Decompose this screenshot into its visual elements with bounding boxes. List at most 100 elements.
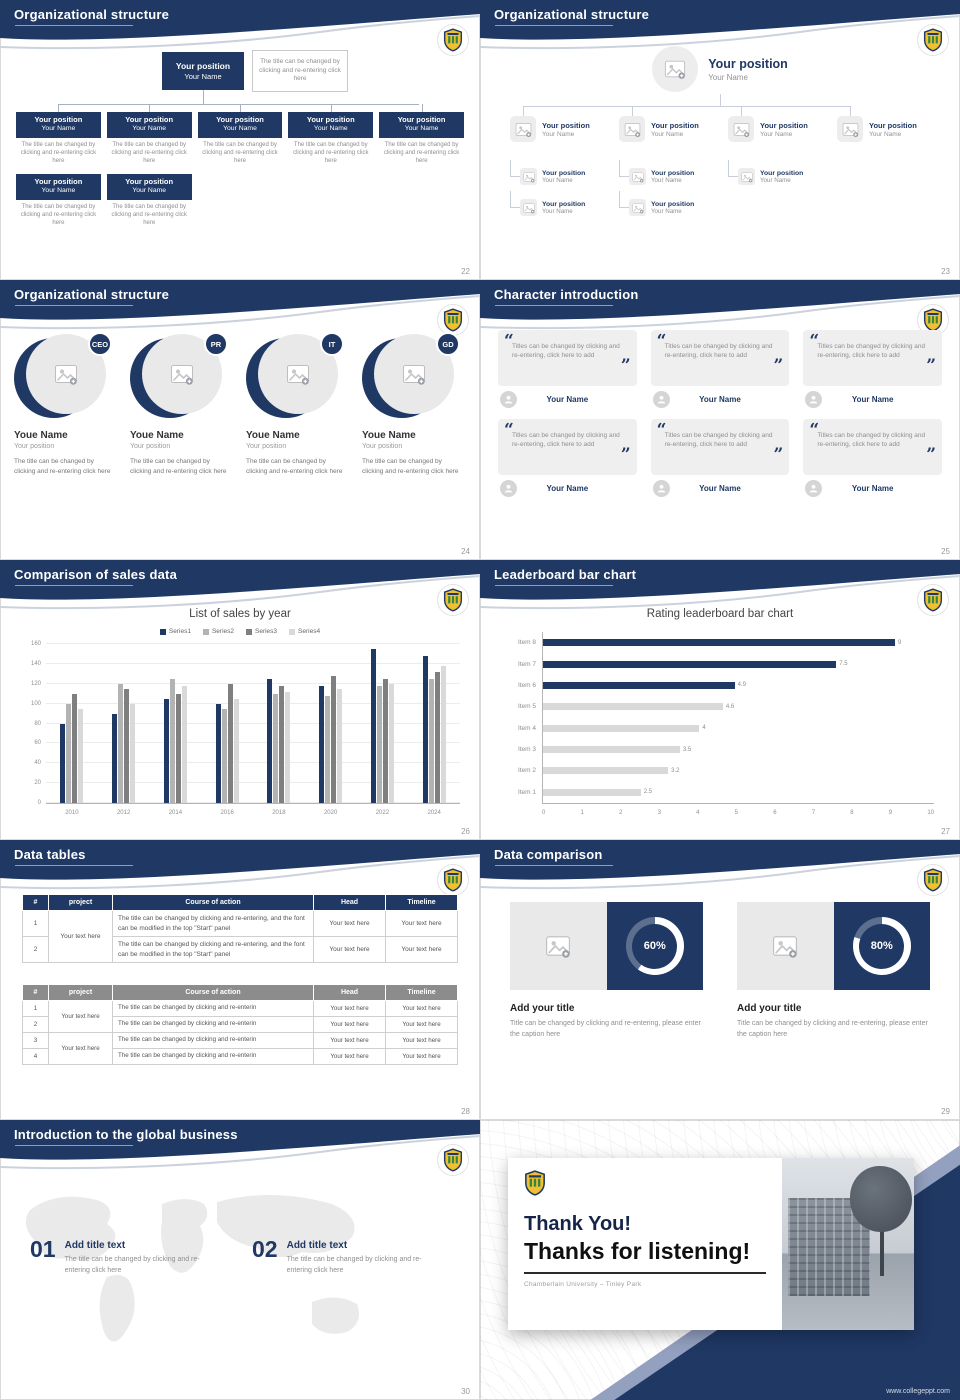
- slide-title: Leaderboard bar chart: [494, 567, 637, 582]
- bar: [163, 698, 169, 803]
- sub-name: Your Name: [542, 207, 573, 215]
- image-placeholder-icon: [510, 116, 536, 142]
- org-sub-node[interactable]: Your position Your Name: [619, 160, 720, 185]
- page-number: 25: [941, 547, 950, 556]
- leaderboard-row: Item 5 4.6: [518, 703, 934, 711]
- leaderboard-body: Item 8 9 Item 7 7.5 Item 6 4.9 Item 5 4.6 Item 4…: [518, 632, 934, 804]
- thank-you-line: Thank You!: [524, 1213, 632, 1235]
- profile-card[interactable]: GD Youe Name Your position The title can…: [362, 332, 466, 477]
- org-node[interactable]: Your position Your Name The title can be c…: [379, 104, 464, 165]
- title-underline: [15, 585, 133, 586]
- bar: [267, 678, 273, 803]
- character-card[interactable]: Titles can be changed by clicking and re…: [803, 330, 942, 409]
- item-text: The title can be changed by clicking and…: [64, 1256, 200, 1274]
- node-position: Your position: [397, 115, 446, 124]
- org-node[interactable]: Your position Your Name: [829, 106, 938, 142]
- bar-group: [319, 644, 343, 803]
- node-name: Your Name: [869, 130, 902, 138]
- bar: [422, 655, 428, 803]
- character-card[interactable]: Titles can be changed by clicking and re…: [650, 419, 790, 498]
- org-sub-node[interactable]: Your position Your Name: [510, 191, 611, 216]
- slide-22-organizational-structure[interactable]: Organizational structure Your position Y…: [0, 0, 480, 280]
- org-sub-node[interactable]: Your position Your Name: [728, 160, 829, 185]
- node-name: Your Name: [223, 124, 257, 132]
- bar: [543, 724, 700, 732]
- quote-text: Titles can be changed by clicking and re…: [498, 330, 637, 386]
- org-node[interactable]: Your position Your Name The title can be c…: [288, 104, 374, 165]
- cell-num: 4: [22, 1048, 49, 1065]
- profile-card[interactable]: CEO Youe Name Your position The title ca…: [14, 332, 118, 477]
- item-title: Add title text: [286, 1240, 348, 1251]
- cell-project: Your text here: [48, 910, 113, 963]
- cell-num: 2: [22, 936, 49, 963]
- bar: [72, 693, 78, 803]
- slide-28-data-tables[interactable]: Data tables # project Course of action H…: [0, 840, 480, 1120]
- node-name: Your Name: [41, 124, 76, 132]
- progress-donut: 60%: [625, 917, 684, 975]
- slide-24-organizational-structure[interactable]: Organizational structure CEO Youe Name Y…: [0, 280, 480, 560]
- person-icon: [500, 391, 517, 408]
- x-tick-label: 8: [850, 810, 854, 816]
- page-number: 29: [941, 1107, 950, 1116]
- column-header: Timeline: [385, 894, 458, 911]
- node-name: Your Name: [313, 124, 348, 132]
- slide-30-global-business[interactable]: Introduction to the global business 01 A…: [0, 1120, 480, 1400]
- cell-action: The title can be changed by clicking and…: [112, 1048, 314, 1065]
- comparison-panel[interactable]: 80% Add your title Title can be changed …: [737, 902, 930, 1040]
- org-node[interactable]: Your position Your Name: [720, 106, 829, 142]
- org-sub-node[interactable]: Your position Your Name: [619, 191, 720, 216]
- org-node[interactable]: Your position Your Name The title can be c…: [16, 174, 101, 227]
- cell-head: Your text here: [313, 1016, 386, 1033]
- column-header: project: [48, 894, 113, 911]
- person-icon: [652, 391, 670, 408]
- item-number: 02: [252, 1236, 278, 1262]
- bar: [388, 683, 394, 803]
- node-position: Your position: [34, 177, 83, 186]
- cell-num: 1: [22, 1000, 49, 1017]
- profile-card[interactable]: IT Youe Name Your position The title can…: [246, 332, 350, 477]
- character-card[interactable]: Titles can be changed by clicking and re…: [498, 330, 637, 409]
- bar: [543, 681, 735, 689]
- org-node[interactable]: Your position Your Name The title can be c…: [16, 104, 101, 165]
- row-label: Item 6: [517, 681, 536, 689]
- org-node[interactable]: Your position Your Name The title can be c…: [106, 174, 192, 227]
- slide-23-organizational-structure[interactable]: Organizational structure Your position Yo…: [480, 0, 960, 280]
- person-note: The title can be changed by clicking and…: [14, 458, 111, 476]
- org-root[interactable]: Your position Your Name: [480, 46, 960, 92]
- person-note: The title can be changed by clicking and…: [246, 458, 343, 476]
- org-node[interactable]: Your position Your Name The title can be c…: [106, 104, 192, 165]
- slide-27-leaderboard-bar-chart[interactable]: Leaderboard bar chart Rating leaderboard…: [480, 560, 960, 840]
- slide-26-comparison-of-sales-data[interactable]: Comparison of sales data List of sales b…: [0, 560, 480, 840]
- title-underline: [495, 25, 613, 26]
- university-crest-icon: [438, 305, 468, 335]
- person-name: Your Name: [546, 484, 589, 493]
- node-name: Your Name: [132, 186, 167, 194]
- slide-title: Organizational structure: [14, 7, 170, 22]
- cell-head: Your text here: [313, 1000, 386, 1017]
- character-card[interactable]: Titles can be changed by clicking and re…: [803, 419, 942, 498]
- row-label: Item 8: [517, 639, 536, 647]
- character-card[interactable]: Titles can be changed by clicking and re…: [498, 419, 637, 498]
- comparison-panel[interactable]: 60% Add your title Title can be changed …: [510, 902, 703, 1040]
- org-node[interactable]: Your position Your Name The title can be c…: [197, 104, 283, 165]
- profile-card[interactable]: PR Youe Name Your position The title can…: [130, 332, 234, 477]
- tree-trunk: [880, 1228, 884, 1276]
- root-position: Your position: [708, 56, 788, 71]
- title-item-01[interactable]: 01 Add title text The title can be chang…: [30, 1238, 215, 1277]
- cell-timeline: Your text here: [385, 1000, 458, 1017]
- image-placeholder-icon: [510, 902, 607, 990]
- org-node[interactable]: Your position Your Name: [611, 106, 720, 142]
- character-card[interactable]: Titles can be changed by clicking and re…: [650, 330, 790, 409]
- donut-box: 80%: [833, 902, 930, 990]
- slide-29-data-comparison[interactable]: Data comparison 60% Add your title Title…: [480, 840, 960, 1120]
- slide-25-character-introduction[interactable]: Character introduction Titles can be cha…: [480, 280, 960, 560]
- gridline: [46, 682, 460, 684]
- org-node[interactable]: Your position Your Name: [502, 106, 611, 142]
- bar: [543, 703, 723, 711]
- gridline: [46, 702, 460, 704]
- org-sub-node[interactable]: Your position Your Name: [510, 160, 611, 185]
- title-item-02[interactable]: 02 Add title text The title can be chang…: [252, 1238, 437, 1277]
- slide-thank-you[interactable]: Thank You! Thanks for listening! Chamber…: [480, 1120, 960, 1400]
- org-root-box[interactable]: Your position Your Name: [162, 52, 244, 90]
- bar-group: [60, 644, 84, 803]
